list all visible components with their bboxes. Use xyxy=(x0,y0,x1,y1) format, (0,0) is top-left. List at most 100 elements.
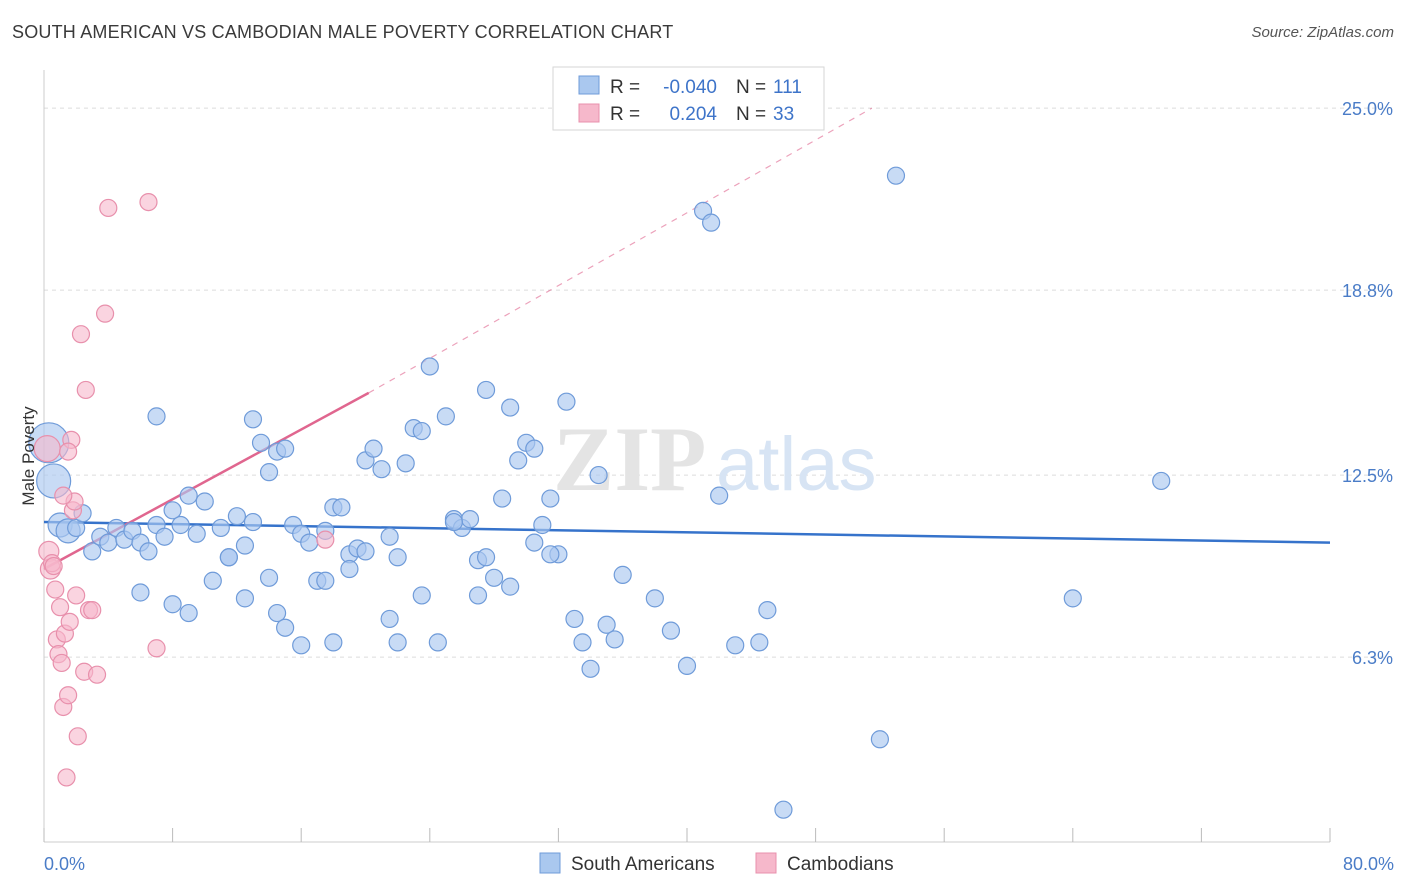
point-1-14 xyxy=(60,612,79,631)
point-1-20 xyxy=(71,325,91,344)
point-0-109 xyxy=(356,542,375,561)
point-0-83 xyxy=(886,166,906,185)
y-tick-label-2: 18.8% xyxy=(1342,281,1393,301)
point-0-25 xyxy=(235,536,255,555)
scatter-points xyxy=(28,166,1171,819)
point-0-84 xyxy=(1063,589,1082,608)
legend-r-value-1: -0.040 xyxy=(663,77,717,98)
point-0-61 xyxy=(533,515,552,535)
watermark-zip: ZIP xyxy=(553,408,706,510)
point-1-5 xyxy=(46,580,65,599)
point-0-74 xyxy=(677,656,697,675)
point-0-56 xyxy=(493,489,512,508)
point-0-60 xyxy=(525,439,544,458)
point-1-12 xyxy=(57,768,76,787)
y-tick-labels: 6.3% 12.5% 18.8% 25.0% xyxy=(1342,99,1393,668)
point-0-98 xyxy=(316,571,335,590)
y-tick-label-0: 6.3% xyxy=(1352,648,1393,668)
point-0-57 xyxy=(501,398,520,417)
point-0-97 xyxy=(292,636,311,655)
point-0-91 xyxy=(412,586,431,605)
point-0-43 xyxy=(380,527,399,546)
point-0-21 xyxy=(203,571,222,590)
point-0-28 xyxy=(259,463,279,482)
legend-r-label-2: R = xyxy=(610,104,640,125)
point-1-8 xyxy=(50,598,70,617)
point-0-103 xyxy=(276,618,295,637)
point-0-104 xyxy=(324,633,343,652)
point-0-80 xyxy=(758,601,777,620)
series-legend-swatch-cambodians xyxy=(755,852,777,874)
point-0-81 xyxy=(774,800,793,819)
point-0-19 xyxy=(187,524,206,543)
point-0-88 xyxy=(267,603,287,623)
point-0-85 xyxy=(1152,471,1171,491)
point-1-0 xyxy=(33,435,61,463)
point-0-44 xyxy=(388,548,407,567)
point-0-96 xyxy=(259,568,279,587)
point-0-79 xyxy=(750,633,769,652)
point-0-65 xyxy=(565,609,584,629)
point-0-58 xyxy=(509,451,528,470)
point-0-102 xyxy=(219,548,238,567)
point-0-69 xyxy=(597,615,616,634)
point-0-71 xyxy=(613,565,632,584)
point-1-28 xyxy=(139,192,158,212)
point-0-22 xyxy=(211,518,230,538)
point-0-67 xyxy=(581,659,600,678)
point-1-9 xyxy=(52,653,71,673)
point-0-93 xyxy=(501,577,520,596)
point-0-48 xyxy=(420,357,439,376)
series-legend: South Americans Cambodians xyxy=(539,852,894,875)
legend-n-value-2: 33 xyxy=(773,104,794,125)
point-1-24 xyxy=(83,601,102,620)
point-0-78 xyxy=(726,636,745,655)
point-0-6 xyxy=(83,542,102,561)
point-0-55 xyxy=(485,568,504,587)
point-0-41 xyxy=(364,439,383,458)
point-0-68 xyxy=(589,465,608,485)
point-0-105 xyxy=(476,548,496,567)
chart-title: SOUTH AMERICAN VS CAMBODIAN MALE POVERTY… xyxy=(12,22,674,42)
point-0-99 xyxy=(388,633,407,652)
legend-n-value-1: 111 xyxy=(773,77,802,98)
grid-lines xyxy=(44,107,1395,658)
point-1-22 xyxy=(76,380,95,400)
point-0-47 xyxy=(412,421,431,441)
point-0-54 xyxy=(476,380,496,400)
x-tick-label-max: 80.0% xyxy=(1343,854,1394,874)
point-0-66 xyxy=(573,633,592,652)
stats-legend: R = -0.040 N = 111 R = 0.204 N = 33 xyxy=(552,66,825,131)
point-0-107 xyxy=(147,407,166,426)
point-0-110 xyxy=(541,545,560,564)
x-tick-label-min: 0.0% xyxy=(44,854,85,874)
point-0-45 xyxy=(396,454,415,473)
point-0-86 xyxy=(163,595,182,614)
point-1-32 xyxy=(54,486,73,505)
point-0-18 xyxy=(179,486,198,505)
point-0-52 xyxy=(460,510,480,529)
y-axis-label: Male Poverty xyxy=(19,406,38,506)
point-0-64 xyxy=(557,392,576,411)
point-0-62 xyxy=(541,489,560,508)
point-0-27 xyxy=(251,433,271,452)
point-0-89 xyxy=(340,559,359,579)
point-0-24 xyxy=(227,507,246,526)
legend-n-label-2: N = xyxy=(736,104,766,125)
point-1-19 xyxy=(68,727,87,746)
legend-n-label-1: N = xyxy=(736,77,766,98)
point-1-29 xyxy=(147,639,166,658)
point-0-30 xyxy=(276,439,295,458)
point-0-37 xyxy=(332,498,351,517)
point-0-33 xyxy=(300,533,319,552)
legend-swatch-cambodians xyxy=(578,103,600,123)
source-label: Source: ZipAtlas.com xyxy=(1251,24,1394,41)
point-0-77 xyxy=(710,486,729,505)
point-1-27 xyxy=(99,198,118,218)
point-0-101 xyxy=(444,512,464,532)
point-1-25 xyxy=(87,665,107,684)
series-legend-label-south-americans: South Americans xyxy=(571,854,715,875)
point-0-90 xyxy=(380,609,399,629)
point-0-92 xyxy=(468,586,488,605)
